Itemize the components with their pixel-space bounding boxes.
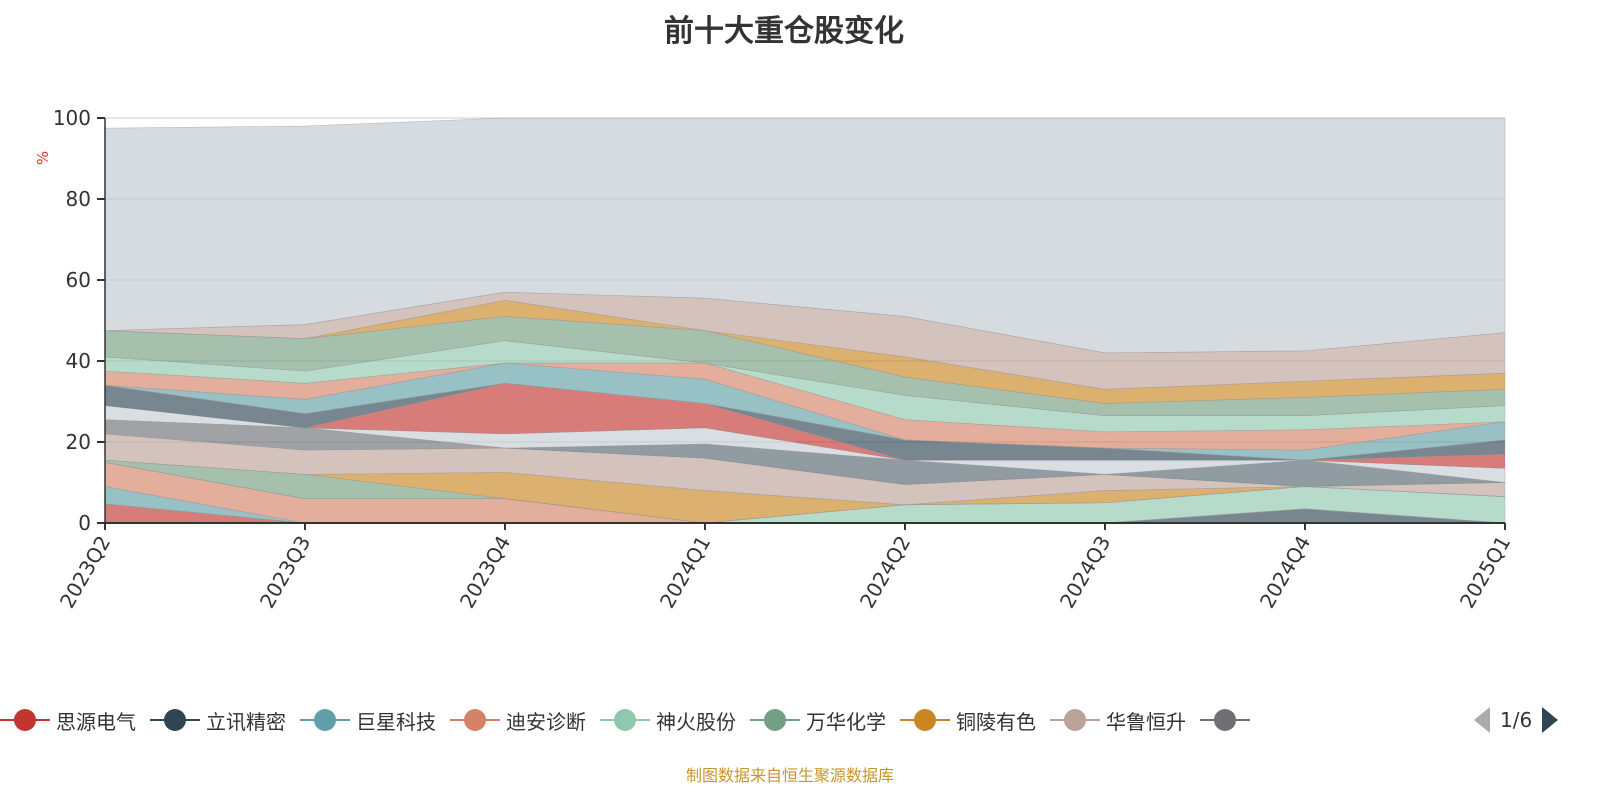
legend: 思源电气 立讯精密 巨星科技 迪安诊断 神火股份 万华化学 铜陵有色 华鲁恒升 xyxy=(0,705,1465,735)
legend-item[interactable]: 思源电气 xyxy=(0,705,136,735)
legend-item[interactable] xyxy=(1200,705,1256,735)
page-indicator: 1/6 xyxy=(1500,708,1533,732)
x-tick-label: 2023Q3 xyxy=(255,532,315,613)
legend-label: 巨星科技 xyxy=(356,709,436,734)
next-page-icon[interactable] xyxy=(1540,705,1560,735)
legend-label: 华鲁恒升 xyxy=(1106,709,1186,734)
legend-line-circle-icon xyxy=(0,709,50,731)
legend-label: 思源电气 xyxy=(56,709,136,734)
legend-line-circle-icon xyxy=(450,709,500,731)
y-tick-label: 0 xyxy=(78,511,91,535)
x-tick-label: 2023Q2 xyxy=(55,532,115,613)
legend-label: 神火股份 xyxy=(656,709,736,734)
legend-item[interactable]: 巨星科技 xyxy=(300,705,436,735)
legend-item[interactable]: 万华化学 xyxy=(750,705,886,735)
legend-item[interactable]: 立讯精密 xyxy=(150,705,286,735)
legend-item[interactable]: 华鲁恒升 xyxy=(1050,705,1186,735)
legend-line-circle-icon xyxy=(1200,709,1250,731)
legend-item[interactable]: 铜陵有色 xyxy=(900,705,1036,735)
legend-label: 铜陵有色 xyxy=(956,709,1036,734)
stacked-area-chart: 0 20 40 60 80 100% 2023Q2 2023Q3 2023Q4 2024Q1 202… xyxy=(34,106,1515,613)
prev-page-icon[interactable] xyxy=(1472,705,1492,735)
legend-line-circle-icon xyxy=(1050,709,1100,731)
x-tick-label: 2025Q1 xyxy=(1455,532,1515,613)
legend-label: 迪安诊断 xyxy=(506,709,586,734)
y-tick-label: 80 xyxy=(66,187,91,211)
x-tick-label: 2024Q4 xyxy=(1255,532,1315,613)
legend-line-circle-icon xyxy=(300,709,350,731)
legend-item[interactable]: 迪安诊断 xyxy=(450,705,586,735)
legend-line-circle-icon xyxy=(900,709,950,731)
y-axis-label: % xyxy=(34,151,52,165)
x-tick-label: 2024Q2 xyxy=(855,532,915,613)
legend-item[interactable]: 神火股份 xyxy=(600,705,736,735)
y-tick-label: 20 xyxy=(66,430,91,454)
legend-pager: 1/6 xyxy=(1472,705,1560,735)
x-tick-label: 2023Q4 xyxy=(455,532,515,613)
legend-line-circle-icon xyxy=(750,709,800,731)
x-tick-label: 2024Q1 xyxy=(655,532,715,613)
chart-title: 前十大重仓股变化 xyxy=(664,14,904,49)
legend-line-circle-icon xyxy=(150,709,200,731)
legend-label: 立讯精密 xyxy=(206,709,286,734)
source-note: 制图数据来自恒生聚源数据库 xyxy=(685,766,894,785)
y-tick-label: 40 xyxy=(66,349,91,373)
area-series-19 xyxy=(104,117,1506,354)
legend-label: 万华化学 xyxy=(806,709,886,734)
x-tick-label: 2024Q3 xyxy=(1055,532,1115,613)
y-tick-label: 60 xyxy=(66,268,91,292)
y-tick-label: 100 xyxy=(53,106,91,130)
legend-line-circle-icon xyxy=(600,709,650,731)
